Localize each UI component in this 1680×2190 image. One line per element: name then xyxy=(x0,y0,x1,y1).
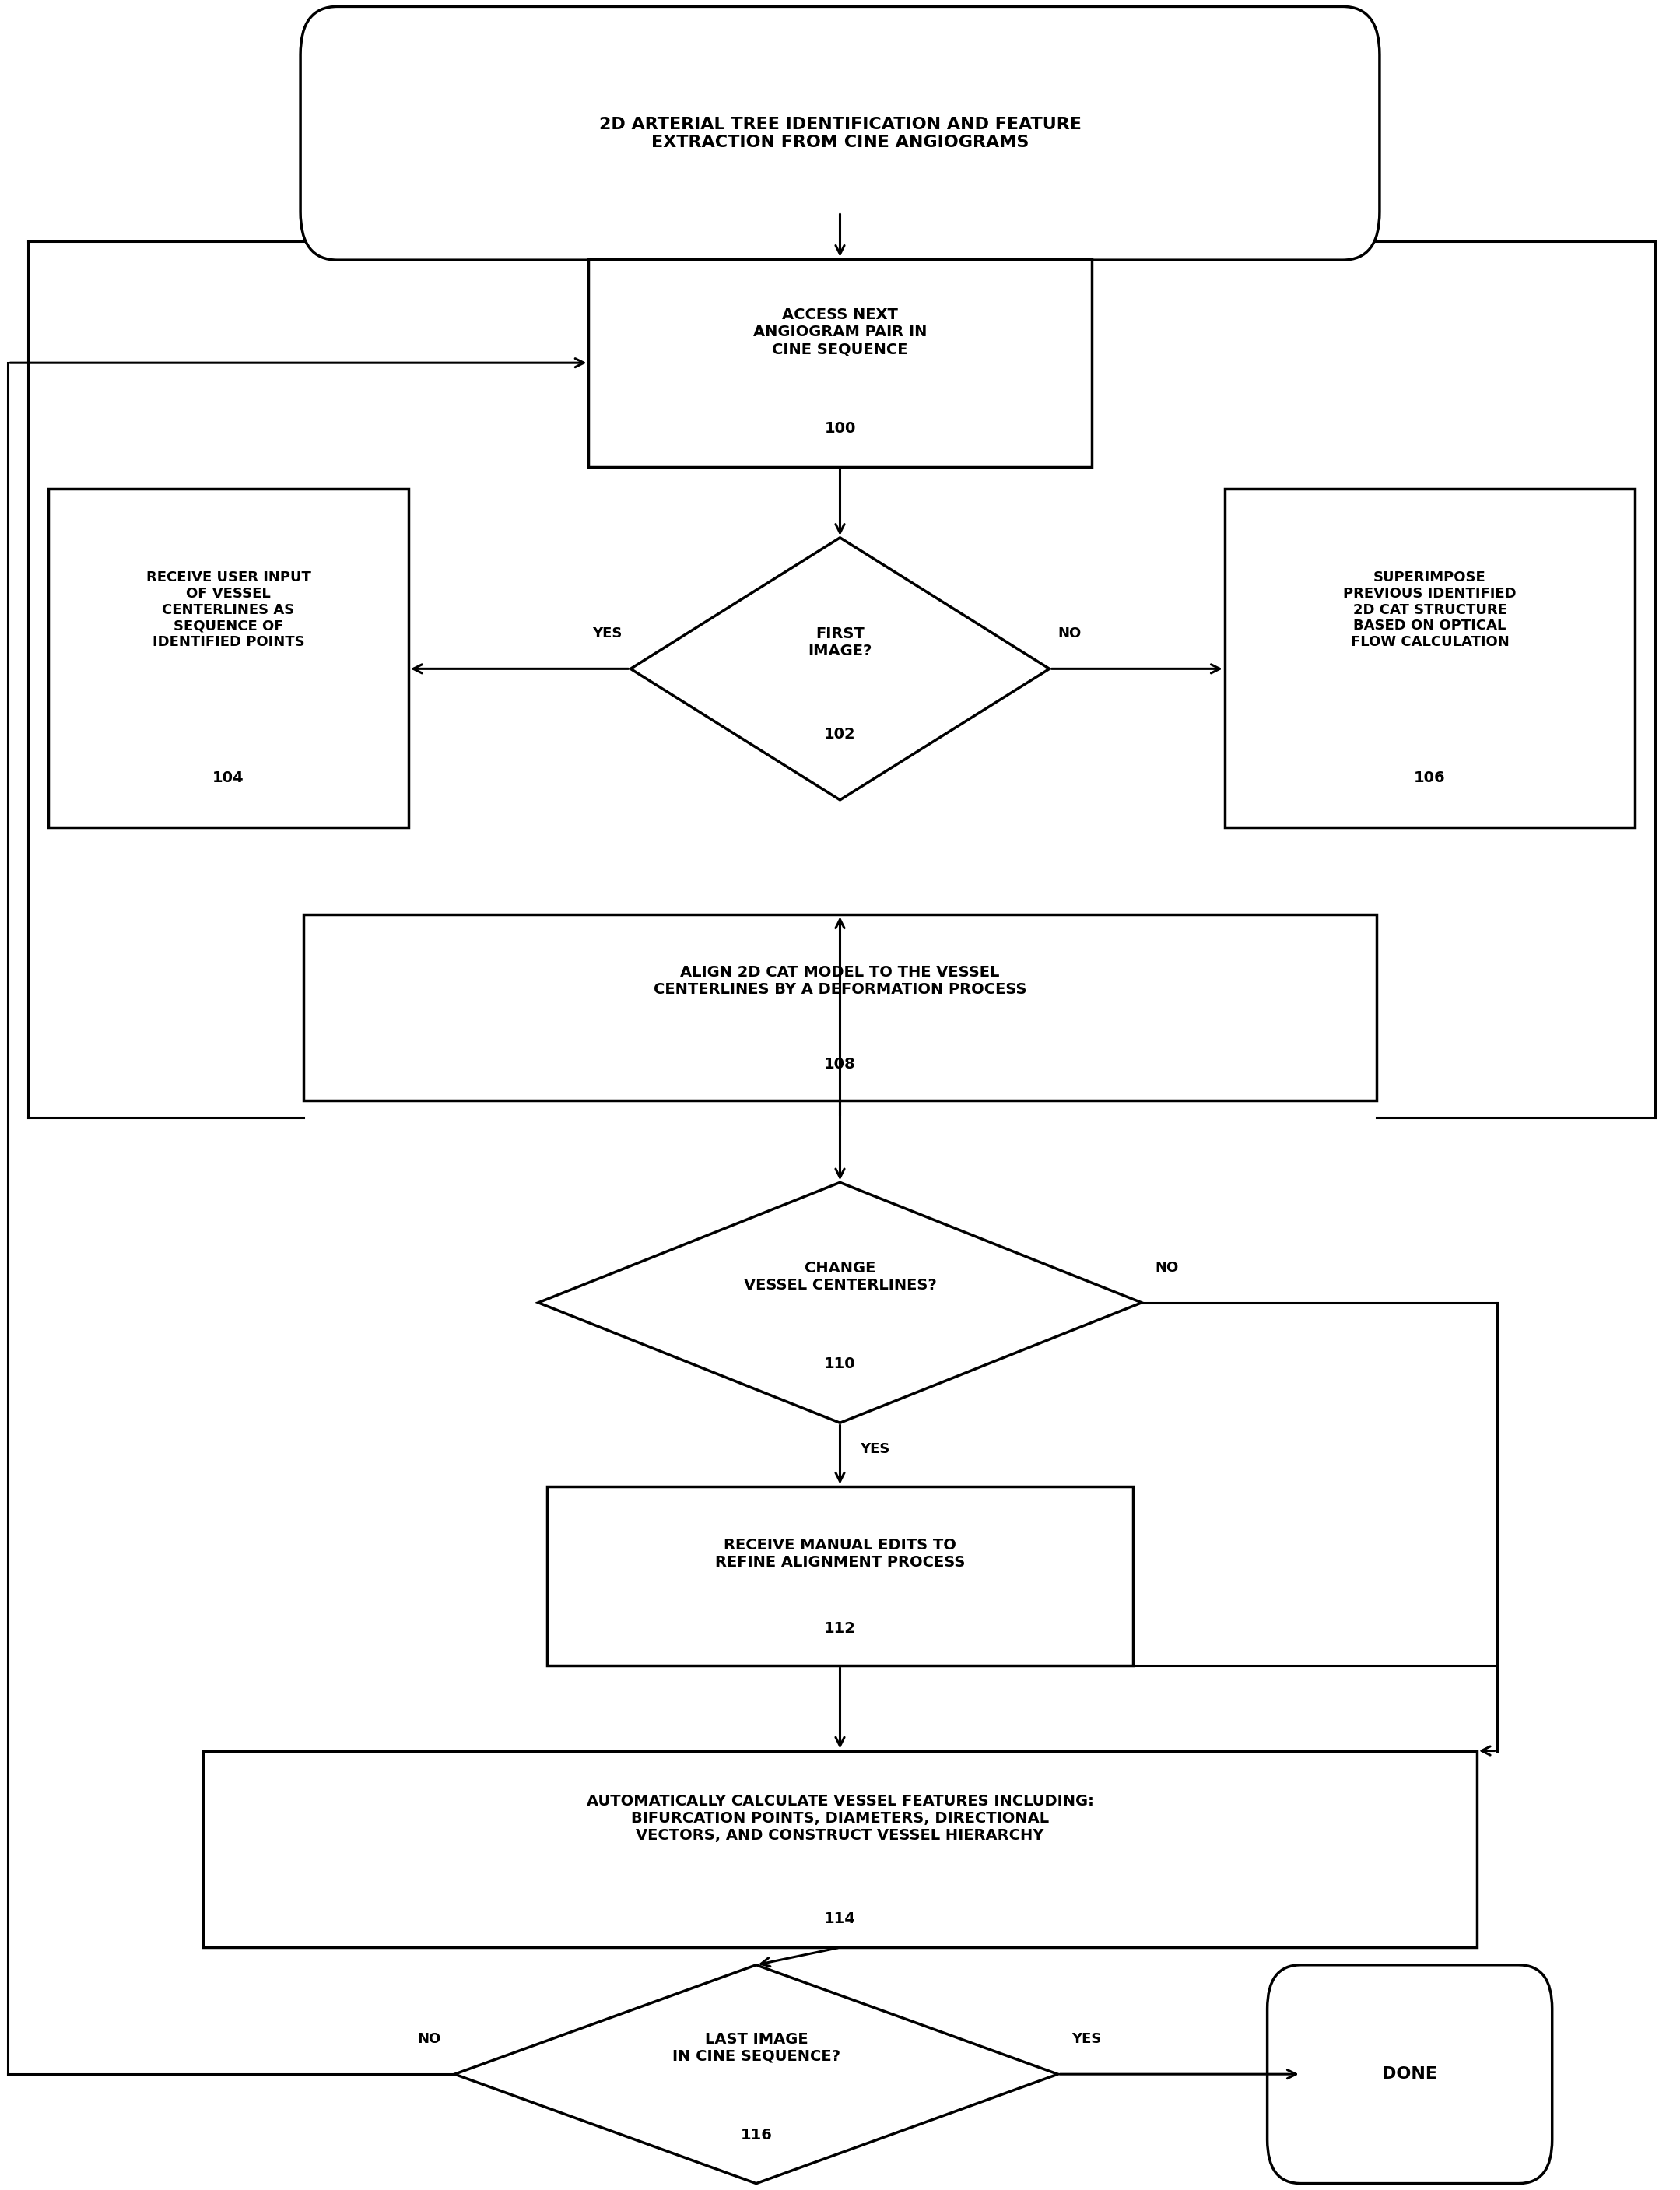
Text: 110: 110 xyxy=(825,1356,855,1371)
Text: SUPERIMPOSE
PREVIOUS IDENTIFIED
2D CAT STRUCTURE
BASED ON OPTICAL
FLOW CALCULATI: SUPERIMPOSE PREVIOUS IDENTIFIED 2D CAT S… xyxy=(1344,569,1517,648)
Text: CHANGE
VESSEL CENTERLINES?: CHANGE VESSEL CENTERLINES? xyxy=(744,1261,936,1292)
Text: RECEIVE USER INPUT
OF VESSEL
CENTERLINES AS
SEQUENCE OF
IDENTIFIED POINTS: RECEIVE USER INPUT OF VESSEL CENTERLINES… xyxy=(146,569,311,648)
Text: ACCESS NEXT
ANGIOGRAM PAIR IN
CINE SEQUENCE: ACCESS NEXT ANGIOGRAM PAIR IN CINE SEQUE… xyxy=(753,307,927,357)
Polygon shape xyxy=(538,1183,1142,1424)
Text: 112: 112 xyxy=(825,1621,855,1636)
Text: YES: YES xyxy=(860,1441,890,1456)
Polygon shape xyxy=(455,1964,1058,2183)
Text: 104: 104 xyxy=(213,771,244,786)
Bar xyxy=(49,488,408,828)
Text: FIRST
IMAGE?: FIRST IMAGE? xyxy=(808,626,872,659)
Text: LAST IMAGE
IN CINE SEQUENCE?: LAST IMAGE IN CINE SEQUENCE? xyxy=(672,2032,840,2063)
Text: 108: 108 xyxy=(825,1058,855,1071)
Bar xyxy=(304,915,1376,1099)
Text: YES: YES xyxy=(1072,2032,1100,2045)
Text: 2D ARTERIAL TREE IDENTIFICATION AND FEATURE
EXTRACTION FROM CINE ANGIOGRAMS: 2D ARTERIAL TREE IDENTIFICATION AND FEAT… xyxy=(598,116,1082,151)
Text: NO: NO xyxy=(1156,1261,1179,1275)
Bar xyxy=(588,258,1092,466)
Text: NO: NO xyxy=(1058,626,1082,642)
Text: 116: 116 xyxy=(741,2129,773,2142)
Text: DONE: DONE xyxy=(1383,2067,1438,2083)
Text: 102: 102 xyxy=(825,727,855,742)
Text: AUTOMATICALLY CALCULATE VESSEL FEATURES INCLUDING:
BIFURCATION POINTS, DIAMETERS: AUTOMATICALLY CALCULATE VESSEL FEATURES … xyxy=(586,1794,1094,1844)
Text: RECEIVE MANUAL EDITS TO
REFINE ALIGNMENT PROCESS: RECEIVE MANUAL EDITS TO REFINE ALIGNMENT… xyxy=(716,1537,964,1570)
Text: 114: 114 xyxy=(825,1912,855,1927)
FancyBboxPatch shape xyxy=(1267,1964,1552,2183)
Bar xyxy=(1225,488,1635,828)
Text: 106: 106 xyxy=(1415,771,1446,786)
Bar xyxy=(546,1487,1134,1664)
Text: NO: NO xyxy=(418,2032,442,2045)
Text: 100: 100 xyxy=(825,420,855,436)
Text: YES: YES xyxy=(593,626,622,642)
FancyBboxPatch shape xyxy=(301,7,1379,261)
Bar xyxy=(203,1750,1477,1947)
Text: ALIGN 2D CAT MODEL TO THE VESSEL
CENTERLINES BY A DEFORMATION PROCESS: ALIGN 2D CAT MODEL TO THE VESSEL CENTERL… xyxy=(654,966,1026,996)
Polygon shape xyxy=(630,539,1050,799)
